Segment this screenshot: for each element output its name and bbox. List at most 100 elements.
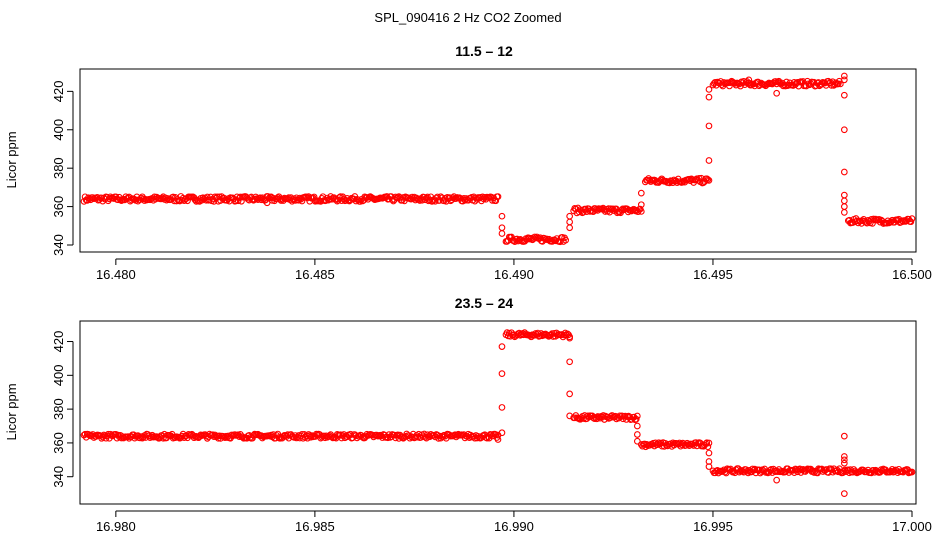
y-tick-label: 400 (51, 364, 66, 386)
y-tick-label: 380 (51, 157, 66, 179)
y-axis-label: Licor ppm (4, 383, 19, 440)
chart-title: 23.5 – 24 (455, 295, 514, 311)
y-tick-label: 360 (51, 432, 66, 454)
data-point (773, 476, 781, 484)
data-point (704, 443, 712, 451)
y-tick-label: 420 (51, 81, 66, 103)
x-tick-label: 16.490 (494, 267, 534, 282)
data-point (549, 333, 557, 340)
data-point (695, 174, 703, 182)
data-point (840, 168, 848, 176)
data-point (705, 439, 713, 447)
data-point (840, 72, 848, 80)
data-point (840, 490, 848, 497)
chart-title: 11.5 – 12 (455, 43, 513, 59)
data-point (810, 469, 818, 476)
data-point (840, 76, 848, 84)
data-point (637, 201, 645, 209)
data-point (705, 122, 713, 130)
y-tick-label: 340 (51, 466, 66, 488)
plot-frame (79, 68, 917, 253)
plot-frame (79, 320, 917, 505)
data-point (566, 334, 574, 342)
data-point (810, 78, 818, 86)
data-point (908, 215, 916, 222)
figure-title: SPL_090416 2 Hz CO2 Zoomed (374, 10, 561, 25)
data-point (840, 209, 848, 216)
data-point (263, 199, 271, 207)
data-point (619, 205, 627, 213)
point-layer (80, 329, 916, 497)
data-point (498, 224, 506, 232)
data-point (836, 80, 844, 88)
data-point (498, 230, 506, 237)
data-point (494, 436, 502, 443)
y-axis-label: Licor ppm (4, 131, 19, 188)
data-point (728, 467, 736, 475)
data-point (705, 93, 713, 101)
data-point (907, 218, 915, 226)
data-point (871, 216, 879, 224)
data-point (275, 434, 283, 441)
data-point (633, 412, 641, 420)
data-point (704, 176, 712, 183)
data-point (840, 203, 848, 210)
panel-bottom: 23.5 – 24 Licor ppm 16.980 16.985 16.990 16… (4, 295, 932, 534)
x-tick-label: 16.990 (494, 519, 534, 534)
data-point (498, 343, 506, 350)
data-point (566, 224, 574, 232)
data-point (840, 126, 848, 134)
data-point (211, 193, 219, 201)
point-layer (80, 72, 916, 246)
data-point (705, 177, 713, 184)
data-point (840, 432, 848, 440)
data-point (633, 437, 641, 445)
data-point (116, 196, 124, 204)
x-tick-label: 16.485 (295, 267, 335, 282)
y-tick-label: 420 (51, 331, 66, 353)
data-point (307, 194, 315, 201)
data-point (633, 422, 641, 430)
x-tick-label: 16.480 (96, 267, 136, 282)
data-point (498, 212, 506, 220)
data-point (498, 404, 506, 411)
data-point (773, 89, 781, 97)
data-point (705, 449, 713, 457)
data-point (494, 193, 502, 200)
data-point (840, 459, 848, 467)
data-point (566, 358, 574, 366)
data-point (637, 189, 645, 197)
data-point (566, 390, 574, 398)
data-point (840, 91, 848, 99)
data-point (637, 208, 645, 215)
data-point (705, 86, 713, 93)
x-tick-label: 16.995 (693, 519, 733, 534)
data-point (562, 236, 570, 244)
y-tick-label: 400 (51, 119, 66, 141)
x-tick-label: 17.000 (892, 519, 932, 534)
axes: 16.980 16.985 16.990 16.995 17.000 340 360 380 4… (51, 331, 932, 534)
data-point (705, 157, 713, 164)
data-point (840, 453, 848, 460)
data-point (584, 412, 592, 420)
data-point (498, 370, 506, 377)
data-point (566, 212, 574, 220)
x-tick-label: 16.985 (295, 519, 335, 534)
data-point (483, 434, 491, 442)
data-point (632, 415, 640, 423)
y-tick-label: 340 (51, 234, 66, 256)
y-tick-label: 360 (51, 196, 66, 218)
data-point (566, 412, 574, 420)
data-point (745, 76, 753, 84)
data-point (840, 456, 848, 464)
data-point (840, 197, 848, 205)
data-point (705, 463, 713, 470)
x-tick-label: 16.980 (96, 519, 136, 534)
panel-top: 11.5 – 12 Licor ppm 16.480 16.485 16.490 16… (4, 43, 932, 282)
axes: 16.480 16.485 16.490 16.495 16.500 340 360 380 4… (51, 81, 932, 282)
x-tick-label: 16.500 (892, 267, 932, 282)
data-point (840, 191, 848, 199)
y-tick-label: 380 (51, 398, 66, 420)
x-tick-label: 16.495 (693, 267, 733, 282)
